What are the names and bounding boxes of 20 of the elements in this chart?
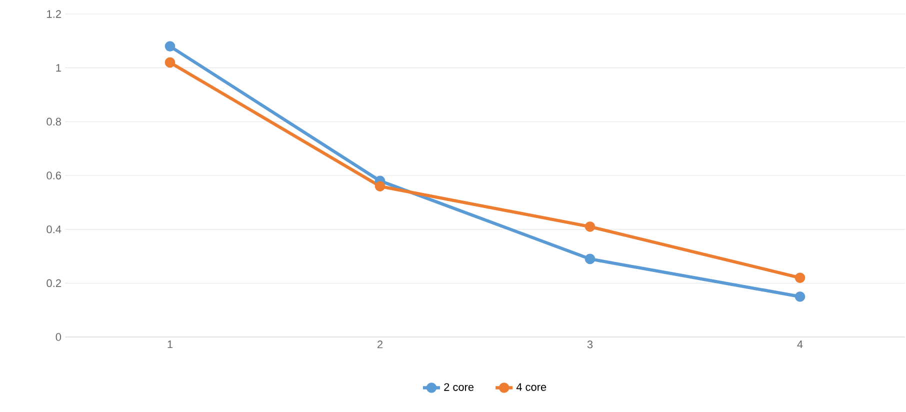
point [584,254,596,264]
point [374,181,386,192]
y-tick-label: 0 [56,333,62,341]
legend-label: 4 core [516,383,546,391]
point [164,57,176,68]
y-tick-label: 1 [56,64,61,72]
x-tick-label: 2 [378,340,383,348]
y-tick-label: 0.8 [46,118,61,126]
x-tick-label: 4 [797,340,803,348]
point [584,221,596,232]
point [794,272,806,283]
y-tick-label: 0.2 [46,279,61,288]
point [794,291,806,302]
y-tick-label: 1.2 [47,10,61,18]
point [164,41,176,52]
y-tick-label: 0.4 [46,225,62,234]
y-tick-label: 0.6 [46,172,61,180]
x-tick-label: 3 [587,340,593,348]
legend-label: 2 core [444,383,474,391]
x-tick-label: 1 [168,340,173,348]
